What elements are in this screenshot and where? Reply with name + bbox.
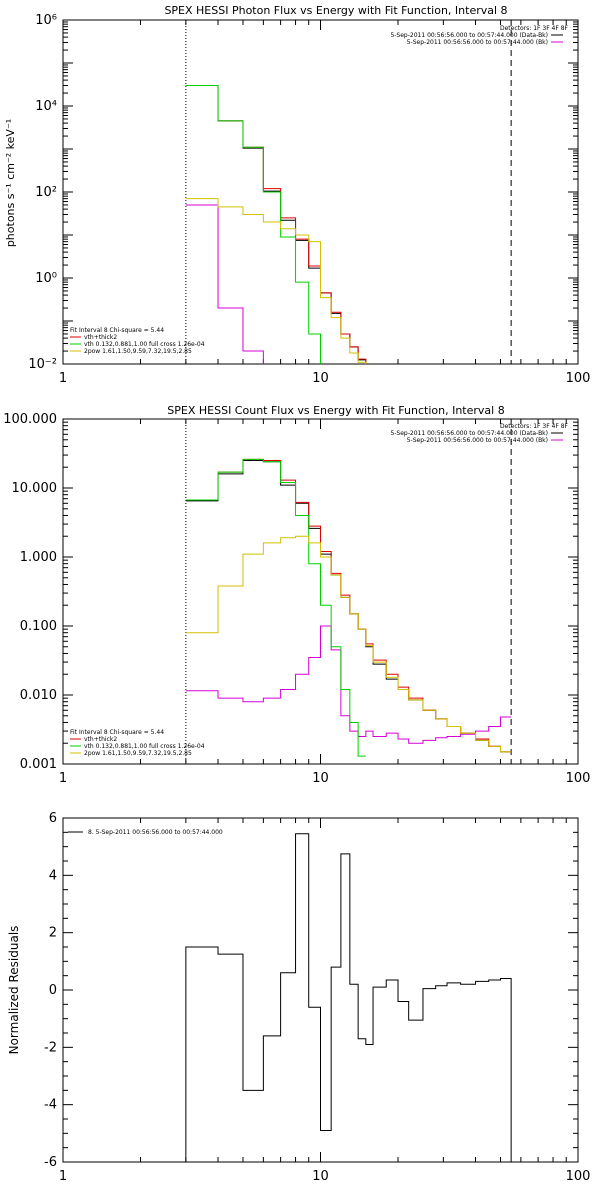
count-legend-left-2pow: 2pow 1.61,1.50,9.59,7.32,19.5,2.85 — [84, 750, 192, 757]
count-x-tick-label: 10 — [312, 771, 329, 786]
residuals-x-tick-label: 100 — [566, 1169, 591, 1184]
count-legend-left-total: vth+thick2 — [84, 736, 117, 743]
count-legend-left-vth: vth 0.132,0.881,1.00 full cross 1.26e-04 — [84, 743, 205, 750]
photon-legend-left-2pow: 2pow 1.61,1.50,9.59,7.32,19.5,2.85 — [84, 348, 192, 355]
count-y-tick-label: 0.100 — [20, 619, 57, 634]
photon-x-tick-label: 1 — [59, 371, 67, 386]
photon-x-tick-label: 10 — [312, 371, 329, 386]
photon-x-tick-label: 100 — [566, 371, 591, 386]
count-legend-header: Detectors: 1F 3F 4F 8F — [500, 423, 569, 430]
residuals-y-tick-label: -6 — [44, 1155, 57, 1170]
count-legend-left-header: Fit Interval 8 Chi-square = 5.44 — [70, 729, 164, 736]
count-y-tick-label: 0.010 — [20, 688, 57, 703]
photon-legend-left-vth: vth 0.132,0.881,1.00 full cross 1.26e-04 — [84, 341, 205, 348]
photon-y-tick-label: 10⁻² — [28, 357, 57, 372]
count-legend-right-data: 5-Sep-2011 00:56:56.000 to 00:57:44.000 … — [390, 430, 548, 437]
residuals-y-tick-label: 4 — [49, 868, 57, 883]
residuals-panel: Normalized Residuals 8. 5-Sep-2011 00:56… — [7, 811, 590, 1184]
photon-series-2pow — [185, 198, 367, 364]
residuals-y-tick-label: -4 — [44, 1098, 57, 1113]
photon-flux-panel: SPEX HESSI Photon Flux vs Energy with Fi… — [4, 4, 591, 386]
count-x-tick-label: 100 — [566, 771, 591, 786]
photon-flux-ylabel: photons s⁻¹ cm⁻² keV⁻¹ — [4, 119, 17, 247]
photon-series-vth — [185, 84, 321, 364]
photon-legend-left-total: vth+thick2 — [84, 334, 117, 341]
photon-legend-header: Detectors: 1F 3F 4F 8F — [500, 25, 569, 32]
photon-flux-title: SPEX HESSI Photon Flux vs Energy with Fi… — [164, 4, 507, 17]
residuals-y-tick-label: 0 — [49, 983, 57, 998]
photon-legend-right-bk: 5-Sep-2011 00:56:56.000 to 00:57:44.000 … — [407, 39, 548, 46]
photon-y-tick-label: 10² — [35, 185, 57, 200]
count-y-tick-label: 1.000 — [20, 550, 57, 565]
photon-legend-left-header: Fit Interval 8 Chi-square = 5.44 — [70, 327, 164, 334]
photon-y-tick-label: 10⁴ — [35, 99, 57, 114]
count-legend-right-bk: 5-Sep-2011 00:56:56.000 to 00:57:44.000 … — [407, 437, 548, 444]
count-y-tick-label: 0.001 — [20, 757, 57, 772]
residuals-series-8 — [185, 833, 512, 1162]
count-series-bk — [185, 625, 512, 744]
photon-legend-right-data: 5-Sep-2011 00:56:56.000 to 00:57:44.000 … — [390, 32, 548, 39]
residuals-ylabel: Normalized Residuals — [7, 926, 21, 1055]
count-x-tick-label: 1 — [59, 771, 67, 786]
photon-y-tick-label: 10⁶ — [35, 13, 57, 28]
residuals-x-tick-label: 10 — [312, 1169, 329, 1184]
count-flux-title: SPEX HESSI Count Flux vs Energy with Fit… — [167, 404, 504, 417]
photon-y-tick-label: 10⁰ — [35, 271, 57, 286]
residuals-legend: 8. 5-Sep-2011 00:56:56.000 to 00:57:44.0… — [88, 829, 223, 836]
count-flux-panel: SPEX HESSI Count Flux vs Energy with Fit… — [3, 404, 590, 786]
residuals-y-tick-label: 2 — [49, 926, 57, 941]
residuals-y-tick-label: 6 — [49, 811, 57, 826]
count-y-tick-label: 100.000 — [3, 412, 57, 427]
residuals-x-tick-label: 1 — [59, 1169, 67, 1184]
residuals-y-tick-label: -2 — [44, 1040, 57, 1055]
count-y-tick-label: 10.000 — [12, 481, 58, 496]
count-series-2pow — [185, 535, 512, 753]
